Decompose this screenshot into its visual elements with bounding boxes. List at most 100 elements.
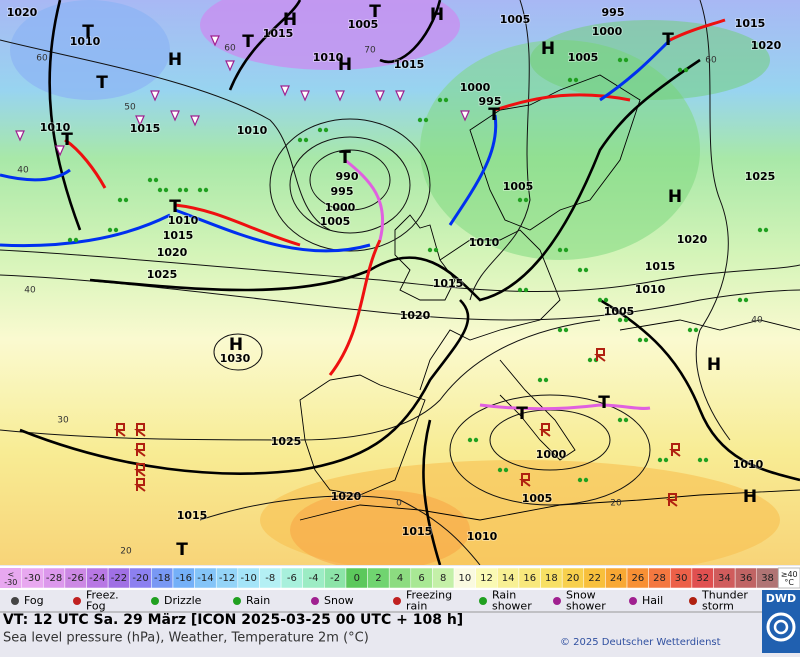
legend-icon <box>233 597 241 605</box>
cold-front <box>0 213 171 248</box>
isobar-label: 1015 <box>645 260 676 273</box>
rain-dot <box>583 267 589 273</box>
isobar-label: 1010 <box>635 283 666 296</box>
isobar-label: 1025 <box>147 268 178 281</box>
rain-dot <box>623 417 629 423</box>
rain-dot <box>617 417 623 423</box>
rain-dot <box>703 457 709 463</box>
rain-dot <box>427 247 433 253</box>
warm-front <box>174 203 301 247</box>
isobar-label: 1020 <box>677 233 708 246</box>
rain-dot <box>417 117 423 123</box>
coastline-scandinavia <box>469 74 641 231</box>
pressure-center: H <box>541 39 555 59</box>
isobar-label: 1010 <box>40 121 71 134</box>
scale-label: -12 <box>219 573 235 584</box>
rain-dot <box>317 127 323 133</box>
isobar <box>0 274 800 321</box>
isotherm-label: 40 <box>751 316 763 326</box>
isobar <box>199 495 481 565</box>
isobar-label: 1005 <box>500 13 531 26</box>
isobar-label: 1020 <box>7 6 38 19</box>
scale-label: 0 <box>354 573 360 584</box>
isobar-label: 1010 <box>733 458 764 471</box>
isobar <box>0 39 331 231</box>
isotherm-label: 40 <box>17 166 29 176</box>
isobar <box>289 136 411 234</box>
pressure-center: H <box>229 335 243 355</box>
isobar-label: 1000 <box>325 201 356 214</box>
snow-shower <box>55 145 65 157</box>
warm-front <box>669 18 726 42</box>
isobar-label: 1010 <box>237 124 268 137</box>
snow-shower <box>170 110 180 122</box>
isobar-label: 1000 <box>536 448 567 461</box>
rain-dot <box>467 437 473 443</box>
cold-area <box>200 0 460 70</box>
rain-dot <box>743 297 749 303</box>
scale-label: -20 <box>132 573 148 584</box>
coastline-africa <box>299 489 800 521</box>
coastline-italy <box>499 359 576 461</box>
valid-time: VT: 12 UTC Sa. 29 März [ICON 2025-03-25 … <box>3 612 463 628</box>
pressure-center: T <box>61 130 73 150</box>
legend-label: Snow <box>324 594 354 607</box>
isobar-label: 1000 <box>460 81 491 94</box>
isobar <box>0 319 601 441</box>
rain-dot <box>523 197 529 203</box>
rain-dot <box>473 437 479 443</box>
dwd-logo-text: DWD <box>766 592 796 605</box>
scale-label: -6 <box>287 573 297 584</box>
isobar <box>213 333 263 371</box>
warm-front <box>328 239 382 376</box>
occluded-front <box>344 158 385 241</box>
rain-dot <box>517 197 523 203</box>
snow-shower <box>225 60 235 72</box>
legend-icon <box>689 597 697 605</box>
snow-shower <box>210 35 220 47</box>
scale-label: -10 <box>240 573 256 584</box>
isobar <box>695 0 731 441</box>
snow-shower <box>135 115 145 127</box>
legend: Fog Freez. Fog Drizzle Rain Snow Freezing rain R… <box>11 589 748 613</box>
rain-dot <box>557 247 563 253</box>
isobar-label: 1015 <box>177 509 208 522</box>
rain-dot <box>763 227 769 233</box>
legend-label: Thunder storm <box>701 589 748 613</box>
thunderstorm <box>134 463 146 477</box>
legend-label: Freezing rain <box>406 589 452 613</box>
isobar-label: 1015 <box>263 27 294 40</box>
rain-dot <box>643 337 649 343</box>
isobar-label: 1020 <box>400 309 431 322</box>
pressure-center: T <box>339 148 351 168</box>
rain-dot <box>567 77 573 83</box>
scale-label: -2 <box>330 573 340 584</box>
scale-label: -30 <box>24 573 40 584</box>
pressure-center: H <box>168 50 182 70</box>
snow-shower <box>395 90 405 102</box>
scale-label: 28 <box>653 573 666 584</box>
isotherm-label: 20 <box>610 499 622 509</box>
isobar-label: 1025 <box>271 435 302 448</box>
isobar-bold <box>48 0 82 231</box>
rain-dot <box>73 237 79 243</box>
snow-shower <box>15 130 25 142</box>
scale-label: 14 <box>502 573 515 584</box>
isotherm-label: 0 <box>396 499 402 509</box>
rain-dot <box>537 377 543 383</box>
scale-label: 32 <box>696 573 709 584</box>
legend-icon <box>151 597 159 605</box>
scale-label: 12 <box>480 573 493 584</box>
pressure-center: T <box>96 73 108 93</box>
isobar-label: 995 <box>479 95 502 108</box>
scale-label: 8 <box>440 573 446 584</box>
legend-icon <box>311 597 319 605</box>
legend-label: Drizzle <box>164 594 202 607</box>
scale-label: < -30 <box>4 570 17 587</box>
scale-label: -24 <box>89 573 105 584</box>
rain-dot <box>153 177 159 183</box>
description: Sea level pressure (hPa), Weather, Tempe… <box>3 631 369 646</box>
thunderstorm <box>669 443 681 457</box>
scale-label: -26 <box>68 573 84 584</box>
isobar-label: 1015 <box>394 58 425 71</box>
